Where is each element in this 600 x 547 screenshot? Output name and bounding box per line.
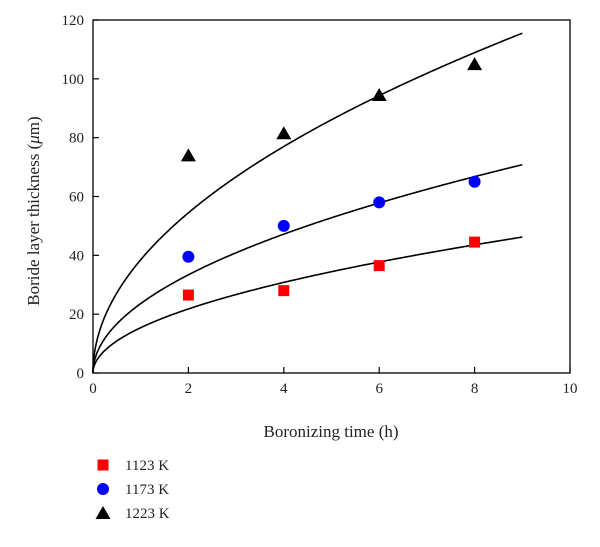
plot-border <box>92 19 571 374</box>
x-tick-label: 2 <box>185 381 193 397</box>
y-tick-label: 40 <box>69 248 84 264</box>
x-tick-label: 0 <box>89 381 97 397</box>
fit-curves <box>92 32 523 374</box>
legend-marker <box>97 459 109 471</box>
data-point <box>277 219 290 232</box>
x-axis: 0 2 4 6 8 10 <box>89 367 578 397</box>
y-tick-label: 60 <box>69 190 84 206</box>
legend-marker <box>97 483 109 495</box>
data-point <box>276 126 292 140</box>
y-axis-label-prefix: Boride layer thickness ( <box>24 143 43 305</box>
plot-frame <box>92 19 571 374</box>
x-tick-label: 8 <box>471 381 479 397</box>
fit-curve-1223-k <box>92 32 523 374</box>
data-point <box>371 88 387 102</box>
x-tick-label: 4 <box>280 381 288 397</box>
y-axis-label: Boride layer thickness (μm) <box>24 116 43 305</box>
legend-label: 1223 K <box>125 506 170 522</box>
legend-label: 1123 K <box>125 458 169 474</box>
legend: 1123 K 1173 K 1223 K <box>95 458 170 522</box>
data-point <box>182 250 195 263</box>
data-point <box>469 236 481 248</box>
y-axis-label-unit-symbol: μ <box>24 135 43 145</box>
legend-marker <box>95 506 111 519</box>
fit-curve-1123-k <box>92 236 523 374</box>
data-point <box>180 148 196 162</box>
data-point <box>468 175 481 188</box>
y-tick-label: 100 <box>62 72 85 88</box>
data-point <box>373 196 386 209</box>
data-point <box>182 289 194 301</box>
y-tick-label: 20 <box>69 307 84 323</box>
y-tick-label: 120 <box>62 13 85 29</box>
x-tick-label: 10 <box>563 381 578 397</box>
y-axis: 0 20 40 60 80 100 120 <box>62 13 99 382</box>
legend-label: 1173 K <box>125 482 169 498</box>
data-point <box>467 57 483 71</box>
data-point <box>278 285 290 297</box>
y-tick-label: 80 <box>69 131 84 147</box>
fit-curve-1173-k <box>92 163 523 374</box>
data-point <box>373 260 385 272</box>
data-markers <box>180 57 483 301</box>
y-axis-label-suffix: m) <box>24 116 43 135</box>
y-tick-label: 0 <box>77 366 85 382</box>
x-tick-label: 6 <box>375 381 383 397</box>
x-axis-label: Boronizing time (h) <box>263 422 398 441</box>
